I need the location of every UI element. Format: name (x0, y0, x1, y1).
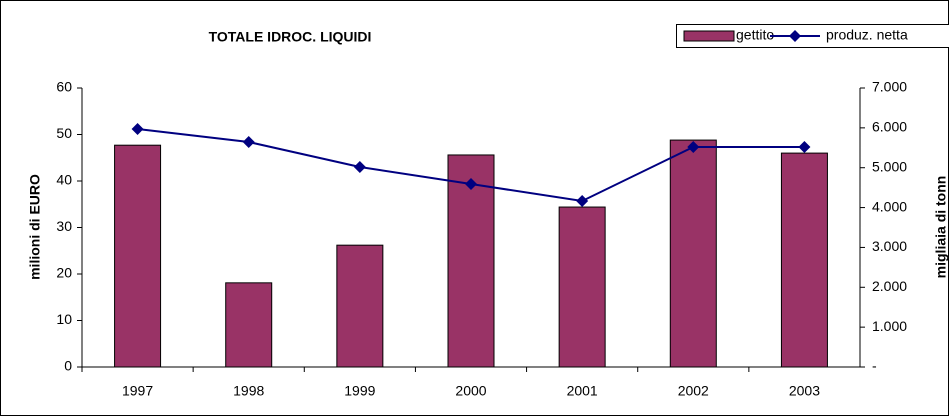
x-tick-label: 1999 (344, 383, 375, 399)
bar (558, 206, 606, 368)
y2-tick-label: 3.000 (872, 238, 907, 254)
bar (114, 144, 162, 368)
y2-tick-label: 4.000 (872, 198, 907, 214)
y-tick-label: 10 (56, 311, 72, 327)
y2-tick-label: - (872, 358, 877, 374)
y-tick-label: 60 (56, 79, 72, 95)
bar (336, 244, 384, 368)
y2-tick-label: 6.000 (872, 119, 907, 135)
y2-axis-label: migliaia di tonn (933, 176, 949, 279)
x-tick-label: 2000 (455, 383, 486, 399)
x-tick-label: 1998 (233, 383, 264, 399)
y-tick-label: 50 (56, 125, 72, 141)
line-marker (242, 136, 255, 149)
bar (669, 139, 717, 368)
legend-label: gettito (736, 27, 774, 43)
y-tick-label: 0 (64, 358, 72, 374)
legend-marker (789, 30, 801, 42)
legend-label: produz. netta (826, 27, 908, 43)
legend-swatch (683, 30, 735, 42)
x-tick-label: 2003 (789, 383, 820, 399)
x-tick-label: 2002 (678, 383, 709, 399)
line-marker (131, 123, 144, 136)
x-tick-label: 1997 (122, 383, 153, 399)
line-marker (465, 178, 477, 191)
y2-tick-label: 7.000 (872, 79, 907, 95)
bar (225, 282, 273, 368)
y2-tick-label: 2.000 (872, 278, 907, 294)
y2-tick-label: 1.000 (872, 318, 907, 334)
y-tick-label: 30 (56, 218, 72, 234)
y2-tick-label: 5.000 (872, 158, 907, 174)
line-marker (687, 140, 700, 153)
bar (780, 152, 828, 368)
chart-title: TOTALE IDROC. LIQUIDI (209, 29, 372, 45)
y-tick-label: 40 (56, 172, 72, 188)
y-axis-label: milioni di EURO (27, 174, 43, 280)
x-tick-label: 2001 (567, 383, 598, 399)
bar (447, 154, 495, 368)
line-marker (576, 194, 589, 207)
line-marker (353, 160, 366, 173)
line-marker (798, 140, 811, 153)
y-tick-label: 20 (56, 265, 72, 281)
